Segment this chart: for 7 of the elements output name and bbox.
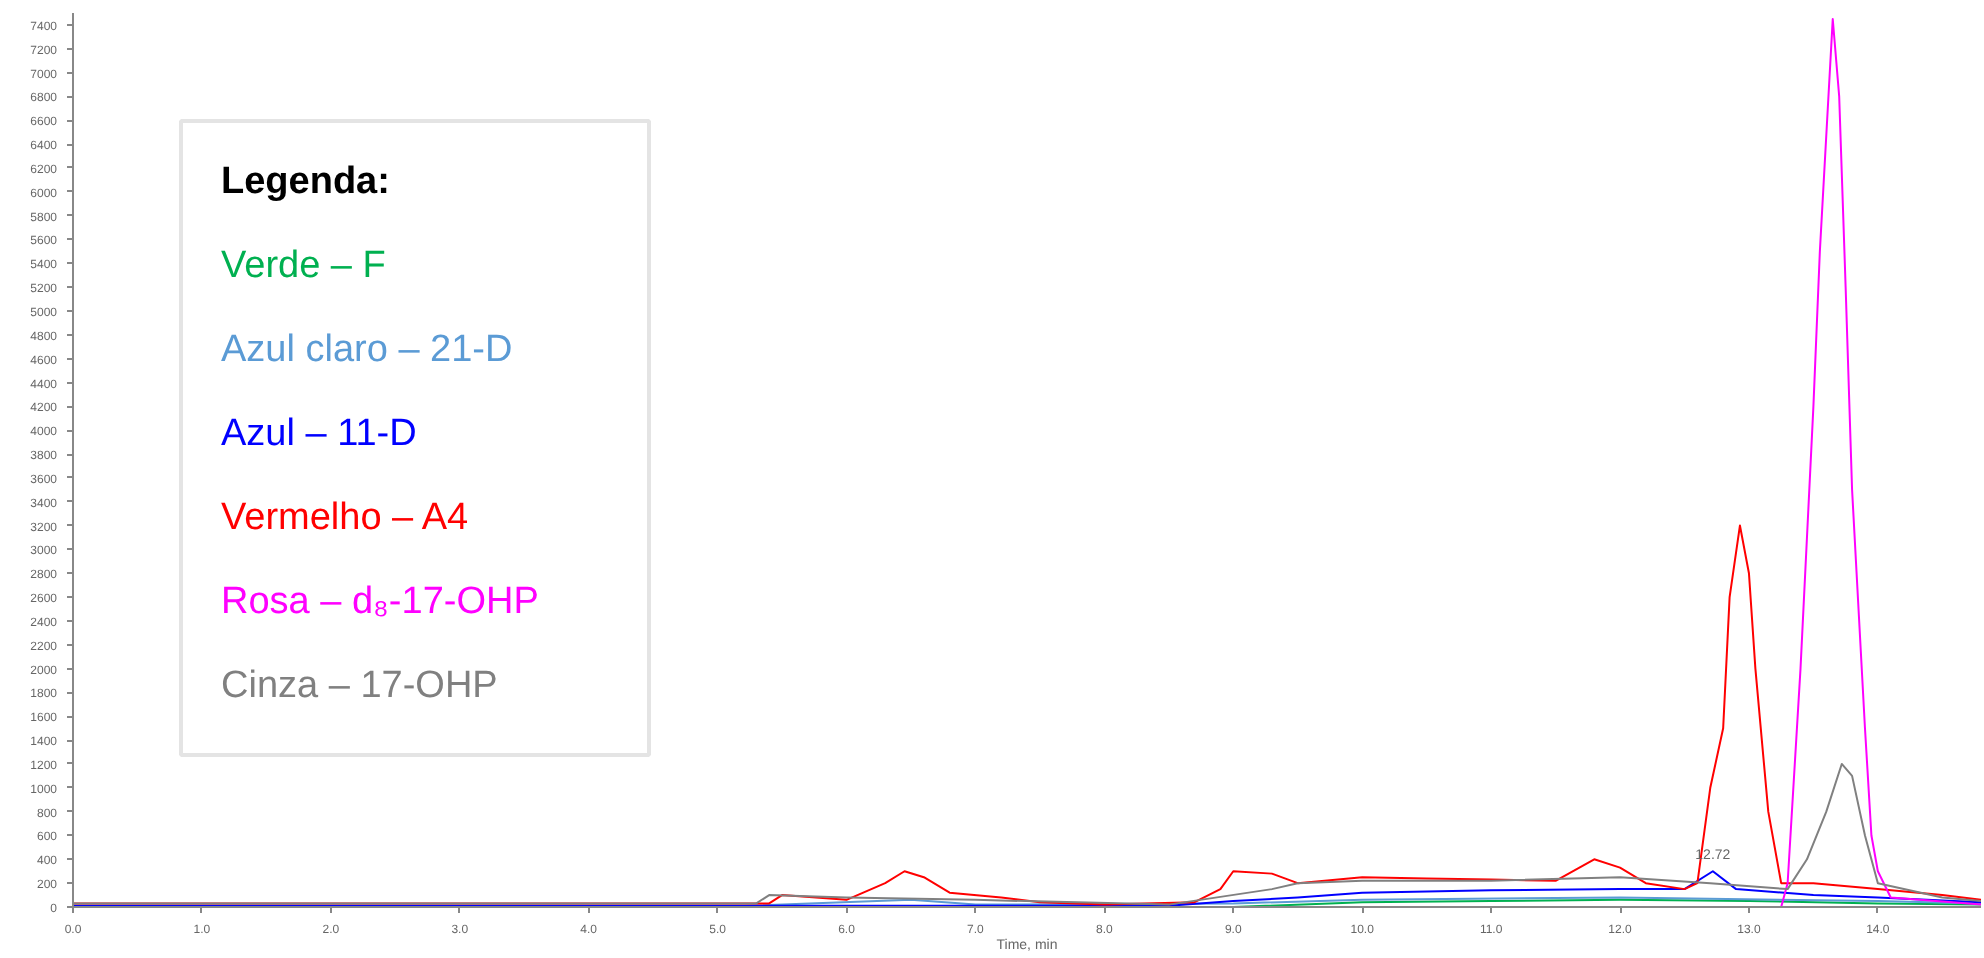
text: Azul claro – 21-D — [221, 329, 513, 371]
legend-title: Legenda: — [221, 161, 390, 203]
text: Vermelho – A4 — [221, 497, 470, 539]
text: Azul – 11-D — [221, 413, 417, 455]
text: Rosa – d₈-17-OHP — [221, 581, 539, 623]
text: Cinza – 17-OHP — [221, 665, 498, 707]
text: Verde – F — [221, 245, 386, 287]
